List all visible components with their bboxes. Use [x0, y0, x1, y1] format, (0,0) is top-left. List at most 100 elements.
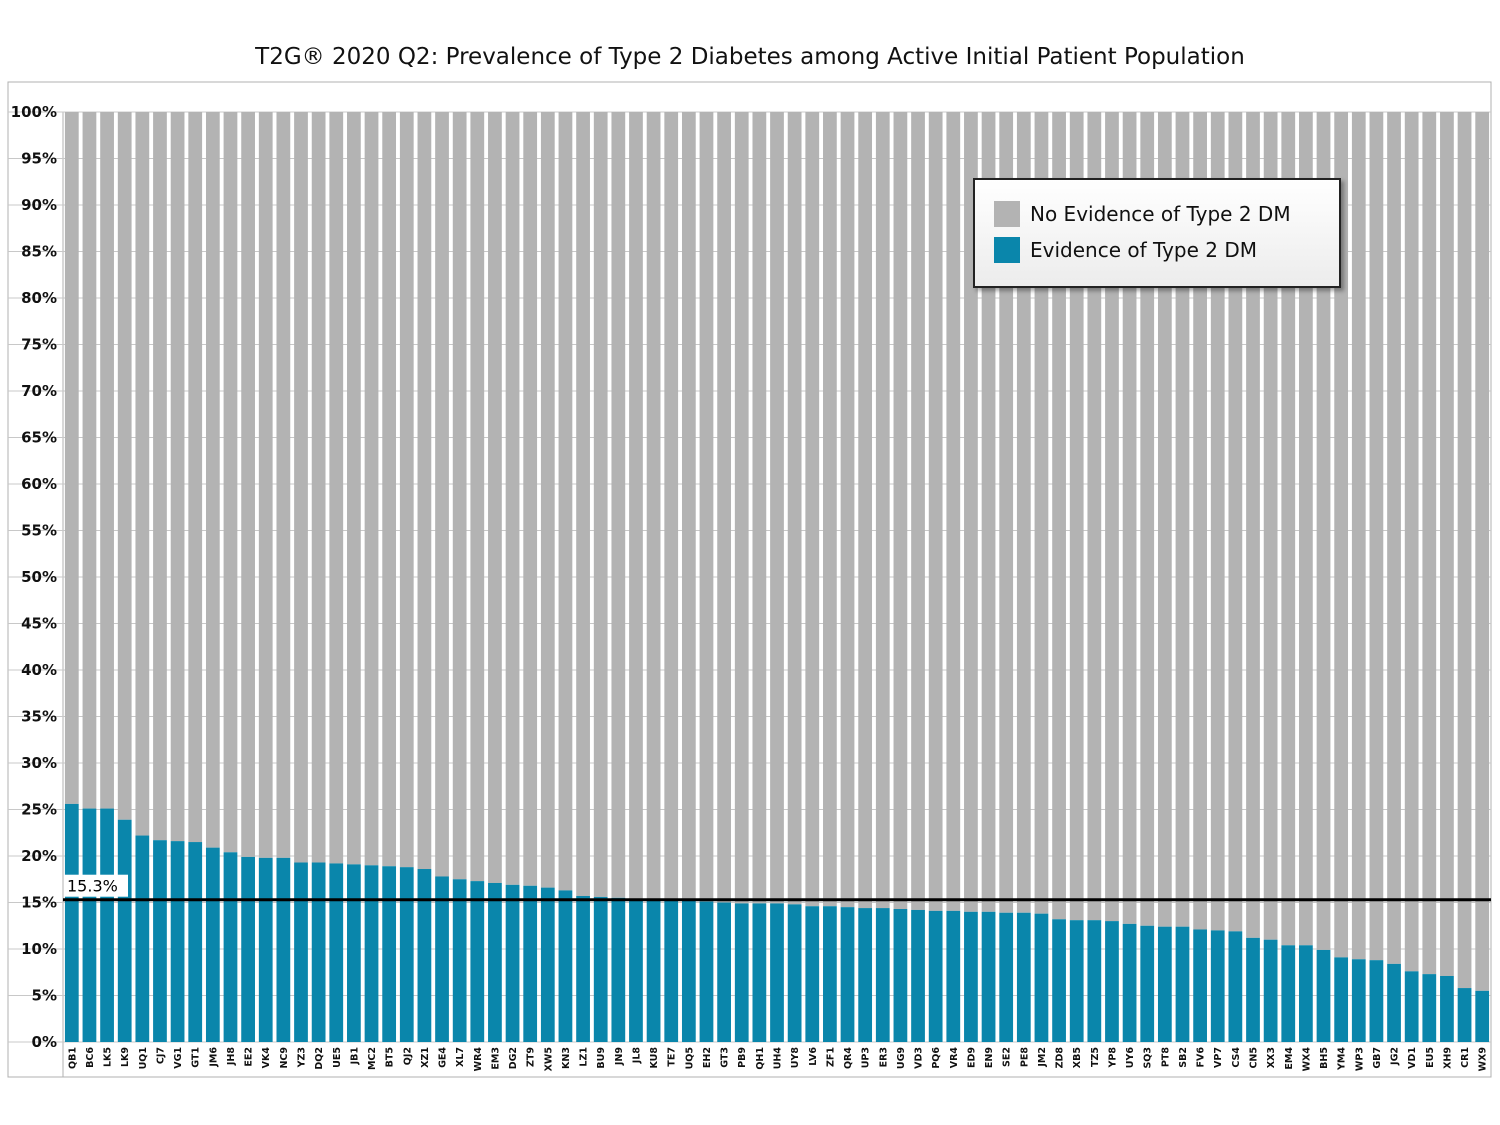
x-tick-label: VP7	[1213, 1047, 1224, 1068]
y-axis: 0% 5% 10% 15% 20% 25% 30% 35% 40% 45% 50% 55% 60% 65%…	[11, 103, 57, 1051]
bar-evidence	[911, 909, 925, 1042]
x-tick-label: XX3	[1266, 1047, 1277, 1068]
x-tick-label: CJ7	[155, 1047, 166, 1064]
x-tick-label: ER3	[878, 1047, 889, 1067]
bar-no-evidence	[364, 112, 379, 866]
bar-evidence	[752, 903, 767, 1042]
x-tick-label: EN9	[984, 1047, 995, 1068]
reference-line: 15.3%	[63, 874, 1491, 902]
chart-title: T2G® 2020 Q2: Prevalence of Type 2 Diabe…	[255, 44, 1245, 70]
bar-group	[64, 112, 1490, 1042]
bar-no-evidence	[999, 112, 1014, 913]
bar-no-evidence	[170, 112, 185, 842]
x-tick-label: WX4	[1301, 1047, 1312, 1072]
x-tick-label: BT5	[385, 1047, 396, 1067]
x-tick-label: UG9	[896, 1047, 907, 1069]
x-tick-label: FV6	[1196, 1047, 1207, 1068]
bar-no-evidence	[734, 112, 749, 904]
x-tick-label: VG1	[173, 1047, 184, 1069]
y-tick-label: 5%	[32, 987, 57, 1005]
x-tick-label: LK9	[120, 1047, 131, 1067]
bar-no-evidence	[1016, 112, 1031, 913]
x-tick-label: UY8	[790, 1047, 801, 1069]
bar-evidence	[734, 903, 749, 1042]
bar-no-evidence	[1034, 112, 1049, 914]
bar-no-evidence	[117, 112, 132, 820]
bar-evidence	[329, 863, 344, 1042]
bar-no-evidence	[646, 112, 661, 900]
bar-evidence	[382, 866, 397, 1042]
bar-no-evidence	[1351, 112, 1366, 960]
bar-no-evidence	[1105, 112, 1119, 922]
bar-no-evidence	[241, 112, 255, 857]
bar-no-evidence	[1175, 112, 1190, 927]
bar-no-evidence	[558, 112, 573, 891]
average-label: 15.3%	[67, 877, 118, 896]
x-tick-label: EM3	[490, 1047, 501, 1070]
bar-evidence	[629, 899, 643, 1042]
bar-no-evidence	[329, 112, 344, 864]
x-tick-label: XL7	[455, 1047, 466, 1067]
bar-no-evidence	[787, 112, 802, 905]
x-tick-label: BU9	[596, 1047, 607, 1069]
x-tick-label: JH8	[226, 1047, 237, 1066]
bar-evidence	[258, 857, 273, 1042]
bar-evidence	[1193, 929, 1207, 1042]
bar-no-evidence	[347, 112, 361, 865]
x-tick-label: ED9	[966, 1047, 977, 1068]
y-tick-label: 15%	[21, 894, 57, 912]
y-tick-label: 20%	[21, 847, 57, 865]
y-tick-label: 40%	[21, 661, 57, 679]
bar-evidence	[1369, 960, 1384, 1042]
bar-no-evidence	[629, 112, 643, 900]
x-tick-label: XH9	[1442, 1047, 1453, 1069]
x-tick-label: JB1	[349, 1047, 360, 1065]
x-tick-label: GT1	[191, 1047, 202, 1068]
bar-no-evidence	[964, 112, 978, 912]
bar-no-evidence	[928, 112, 943, 911]
bar-evidence	[505, 884, 520, 1042]
bar-no-evidence	[452, 112, 467, 880]
bar-evidence	[1210, 930, 1225, 1042]
bar-evidence	[223, 852, 238, 1042]
x-tick-label: SE2	[1002, 1047, 1013, 1067]
x-tick-label: SQ3	[1143, 1047, 1154, 1069]
bar-evidence	[1299, 945, 1313, 1042]
legend-item-no-evidence: No Evidence of Type 2 DM	[994, 201, 1291, 227]
bar-no-evidence	[611, 112, 626, 898]
bar-evidence	[117, 819, 132, 1042]
bar-no-evidence	[1440, 112, 1454, 976]
x-tick-label: EM4	[1284, 1047, 1295, 1070]
bar-evidence	[523, 885, 538, 1042]
x-tick-label: JM6	[208, 1047, 219, 1068]
bar-evidence	[1440, 975, 1454, 1042]
y-tick-label: 90%	[21, 196, 57, 214]
bar-evidence	[170, 841, 185, 1042]
x-tick-label: ZF1	[825, 1047, 836, 1067]
bar-no-evidence	[699, 112, 714, 902]
bar-evidence	[1016, 912, 1031, 1042]
bar-no-evidence	[523, 112, 538, 886]
bar-evidence	[646, 899, 661, 1042]
bar-no-evidence	[1193, 112, 1207, 930]
bar-no-evidence	[840, 112, 855, 908]
bar-no-evidence	[805, 112, 820, 907]
x-tick-label: QR4	[843, 1047, 854, 1069]
legend-label-no-evidence: No Evidence of Type 2 DM	[1030, 202, 1291, 226]
bar-no-evidence	[540, 112, 555, 888]
x-tick-label: DQ2	[314, 1047, 325, 1070]
bar-no-evidence	[752, 112, 767, 904]
bar-no-evidence	[717, 112, 731, 903]
x-tick-label: VD3	[914, 1047, 925, 1069]
bar-evidence	[1087, 920, 1102, 1042]
bar-evidence	[188, 842, 203, 1042]
x-tick-label: QH1	[755, 1047, 766, 1070]
bar-evidence	[999, 912, 1014, 1042]
bar-evidence	[893, 909, 908, 1042]
x-tick-label: ZD8	[1055, 1047, 1066, 1069]
x-tick-label: GB7	[1372, 1047, 1383, 1069]
bar-evidence	[576, 895, 590, 1042]
bar-no-evidence	[1299, 112, 1313, 946]
x-tick-label: JL8	[631, 1047, 642, 1065]
